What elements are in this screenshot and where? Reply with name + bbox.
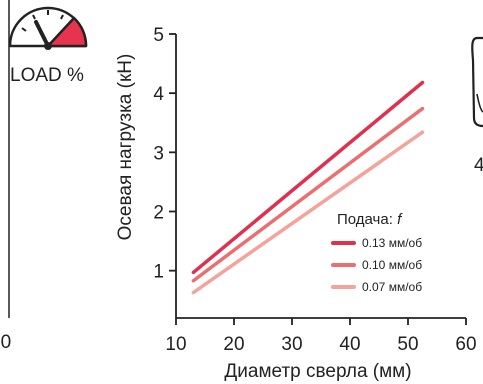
x-tick-label: 30 (281, 334, 302, 355)
x-tick-label: 20 (223, 334, 244, 355)
y-tick-label: 1 (153, 262, 164, 283)
left-panel: LOAD % 60 (0, 0, 88, 353)
legend: Подача: f 0.13 мм/об 0.10 мм/об 0.07 мм/об (331, 211, 422, 294)
gauge-label: LOAD % (10, 65, 84, 86)
left-panel-tick-label: 60 (0, 332, 11, 353)
x-axis-ticks: 10 20 30 40 50 60 (165, 318, 477, 355)
y-axis-title: Осевая нагрузка (кН) (115, 54, 136, 241)
x-axis-title: Диаметр сверла (мм) (224, 361, 411, 382)
legend-label: 0.07 мм/об (362, 280, 422, 294)
legend-label: 0.13 мм/об (362, 236, 422, 250)
right-panel: 4 (471, 36, 483, 176)
series-line-2 (191, 106, 425, 283)
legend-items: 0.13 мм/об 0.10 мм/об 0.07 мм/об (331, 236, 422, 294)
right-panel-partial-char: 4 (474, 155, 483, 176)
x-tick-label: 50 (397, 334, 418, 355)
x-tick-label: 10 (165, 334, 186, 355)
series-line-1 (191, 80, 425, 275)
series-lines (191, 80, 425, 295)
y-tick-label: 3 (153, 143, 164, 164)
load-gauge-icon (8, 6, 88, 50)
y-tick-label: 2 (153, 203, 164, 224)
y-axis-ticks: 1 2 3 4 5 (153, 25, 176, 283)
legend-title: Подача: f (337, 211, 403, 228)
series-line-3 (191, 130, 425, 295)
right-panel-icon-fragment (471, 36, 483, 128)
y-tick-label: 4 (153, 84, 164, 105)
y-tick-label: 5 (153, 25, 164, 46)
x-tick-label: 40 (339, 334, 360, 355)
legend-label: 0.10 мм/об (362, 258, 422, 272)
x-tick-label: 60 (455, 334, 476, 355)
